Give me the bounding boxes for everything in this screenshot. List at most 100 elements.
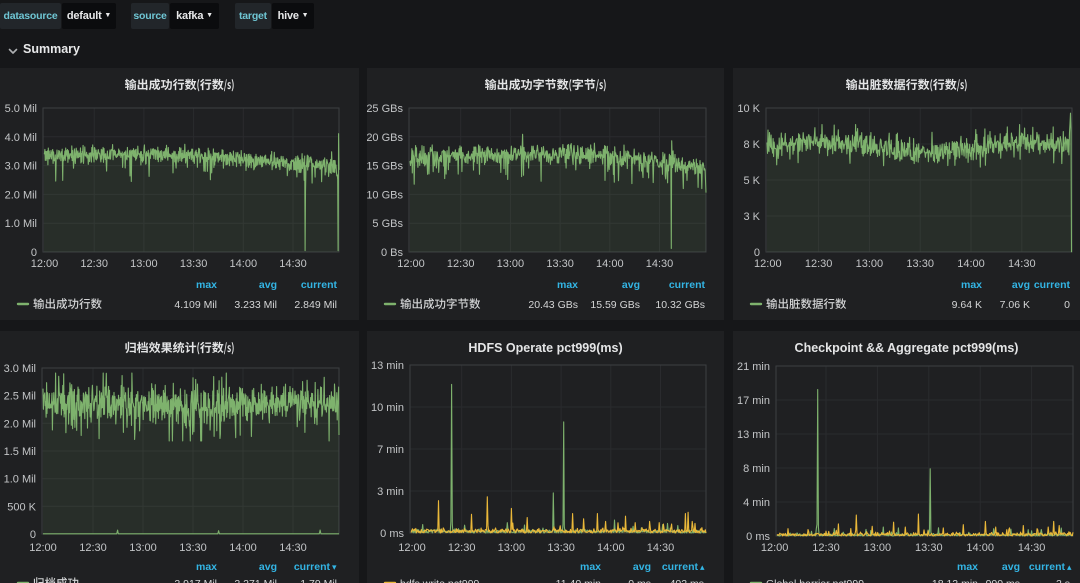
svg-text:hdfs write pct999: hdfs write pct999 — [400, 578, 480, 583]
svg-text:20.43 GBs: 20.43 GBs — [528, 299, 578, 311]
svg-text:avg: avg — [1002, 561, 1020, 573]
svg-text:▴: ▴ — [700, 562, 705, 572]
svg-text:0: 0 — [31, 247, 37, 259]
svg-text:12:30: 12:30 — [80, 258, 108, 270]
svg-text:14:30: 14:30 — [279, 542, 307, 554]
svg-text:Checkpoint && Aggregate pct999: Checkpoint && Aggregate pct999(ms) — [795, 341, 1019, 355]
svg-text:10.32 GBs: 10.32 GBs — [655, 299, 705, 311]
svg-text:13:30: 13:30 — [906, 258, 934, 270]
svg-text:max: max — [961, 279, 982, 291]
svg-text:▴: ▴ — [1067, 562, 1072, 572]
svg-text:avg: avg — [633, 561, 651, 573]
svg-text:Global barrier pct999: Global barrier pct999 — [766, 578, 864, 583]
svg-text:12:30: 12:30 — [79, 542, 107, 554]
svg-text:7.06 K: 7.06 K — [1000, 299, 1030, 311]
svg-text:current: current — [294, 561, 331, 573]
svg-text:0 ms: 0 ms — [746, 531, 770, 543]
svg-text:1.0 Mil: 1.0 Mil — [5, 218, 37, 230]
svg-text:avg: avg — [259, 279, 277, 291]
svg-text:14:00: 14:00 — [966, 542, 994, 554]
svg-text:13:30: 13:30 — [915, 542, 943, 554]
svg-text:5 K: 5 K — [743, 175, 760, 187]
svg-text:current: current — [1034, 279, 1071, 291]
svg-text:current: current — [301, 279, 338, 291]
svg-text:3.233 Mil: 3.233 Mil — [234, 299, 277, 311]
svg-text:4.109 Mil: 4.109 Mil — [174, 299, 217, 311]
svg-text:14:00: 14:00 — [597, 542, 625, 554]
svg-text:0: 0 — [30, 529, 36, 541]
svg-text:13:00: 13:00 — [129, 542, 157, 554]
svg-text:3 K: 3 K — [743, 211, 760, 223]
svg-text:11.40 min: 11.40 min — [556, 578, 601, 583]
svg-text:12:30: 12:30 — [448, 542, 476, 554]
svg-text:avg: avg — [622, 279, 640, 291]
svg-text:avg: avg — [1012, 279, 1030, 291]
svg-text:5 GBs: 5 GBs — [372, 218, 403, 230]
svg-text:7 min: 7 min — [377, 444, 404, 456]
svg-text:12:00: 12:00 — [31, 258, 59, 270]
svg-text:15.59 GBs: 15.59 GBs — [590, 299, 640, 311]
svg-text:1.5 Mil: 1.5 Mil — [4, 446, 36, 458]
svg-text:900 ms: 900 ms — [986, 578, 1020, 583]
svg-text:21 min: 21 min — [737, 361, 770, 373]
svg-text:current: current — [669, 279, 706, 291]
svg-text:avg: avg — [259, 561, 277, 573]
svg-text:4.0 Mil: 4.0 Mil — [5, 132, 37, 144]
svg-text:0 Bs: 0 Bs — [381, 247, 404, 259]
svg-text:1.79 Mil: 1.79 Mil — [300, 578, 337, 583]
svg-text:14:30: 14:30 — [279, 258, 307, 270]
svg-text:12:30: 12:30 — [812, 542, 840, 554]
svg-text:0 ms: 0 ms — [380, 528, 404, 540]
svg-text:2.0 Mil: 2.0 Mil — [4, 418, 36, 430]
svg-text:14:00: 14:00 — [229, 542, 257, 554]
svg-text:13:00: 13:00 — [497, 258, 525, 270]
svg-text:▾: ▾ — [332, 562, 337, 572]
svg-text:2.917 Mil: 2.917 Mil — [174, 578, 217, 583]
svg-text:14:00: 14:00 — [957, 258, 985, 270]
svg-text:2.0 Mil: 2.0 Mil — [5, 189, 37, 201]
svg-text:14:30: 14:30 — [647, 542, 675, 554]
svg-text:12:00: 12:00 — [29, 542, 57, 554]
svg-text:500 K: 500 K — [7, 501, 36, 513]
svg-text:9.64 K: 9.64 K — [952, 299, 982, 311]
svg-text:4 min: 4 min — [743, 497, 770, 509]
svg-text:current: current — [662, 561, 699, 573]
svg-text:402 ms: 402 ms — [670, 578, 704, 583]
svg-text:2.5 Mil: 2.5 Mil — [4, 391, 36, 403]
svg-text:2.271 Mil: 2.271 Mil — [234, 578, 277, 583]
svg-text:0: 0 — [1064, 299, 1070, 311]
svg-text:14:30: 14:30 — [1008, 258, 1036, 270]
svg-text:15 GBs: 15 GBs — [367, 161, 403, 173]
svg-text:5.0 Mil: 5.0 Mil — [5, 103, 37, 115]
svg-text:max: max — [196, 279, 217, 291]
svg-text:max: max — [957, 561, 978, 573]
svg-text:13:00: 13:00 — [856, 258, 884, 270]
svg-text:14:00: 14:00 — [230, 258, 258, 270]
svg-text:3 min: 3 min — [377, 486, 404, 498]
svg-text:12:00: 12:00 — [397, 258, 425, 270]
svg-text:0 ms: 0 ms — [628, 578, 651, 583]
svg-text:1.0 Mil: 1.0 Mil — [4, 474, 36, 486]
svg-text:10 K: 10 K — [737, 103, 760, 115]
svg-text:0: 0 — [754, 247, 760, 259]
svg-text:18.12 min: 18.12 min — [932, 578, 978, 583]
svg-text:2.849 Mil: 2.849 Mil — [294, 299, 337, 311]
svg-text:14:30: 14:30 — [646, 258, 674, 270]
svg-text:14:30: 14:30 — [1018, 542, 1046, 554]
svg-text:12:00: 12:00 — [398, 542, 426, 554]
svg-text:25 GBs: 25 GBs — [367, 103, 403, 115]
svg-text:max: max — [196, 561, 217, 573]
svg-text:12:00: 12:00 — [754, 258, 782, 270]
svg-text:10 min: 10 min — [371, 402, 404, 414]
svg-text:8 K: 8 K — [743, 139, 760, 151]
svg-text:13:00: 13:00 — [498, 542, 526, 554]
svg-text:13:30: 13:30 — [547, 542, 575, 554]
svg-text:14:00: 14:00 — [596, 258, 624, 270]
svg-text:current: current — [1029, 561, 1066, 573]
svg-text:13 min: 13 min — [737, 429, 770, 441]
svg-text:13:00: 13:00 — [864, 542, 892, 554]
svg-text:3.0 Mil: 3.0 Mil — [5, 161, 37, 173]
svg-text:13:30: 13:30 — [180, 258, 208, 270]
svg-text:max: max — [580, 561, 601, 573]
svg-text:13:30: 13:30 — [546, 258, 574, 270]
